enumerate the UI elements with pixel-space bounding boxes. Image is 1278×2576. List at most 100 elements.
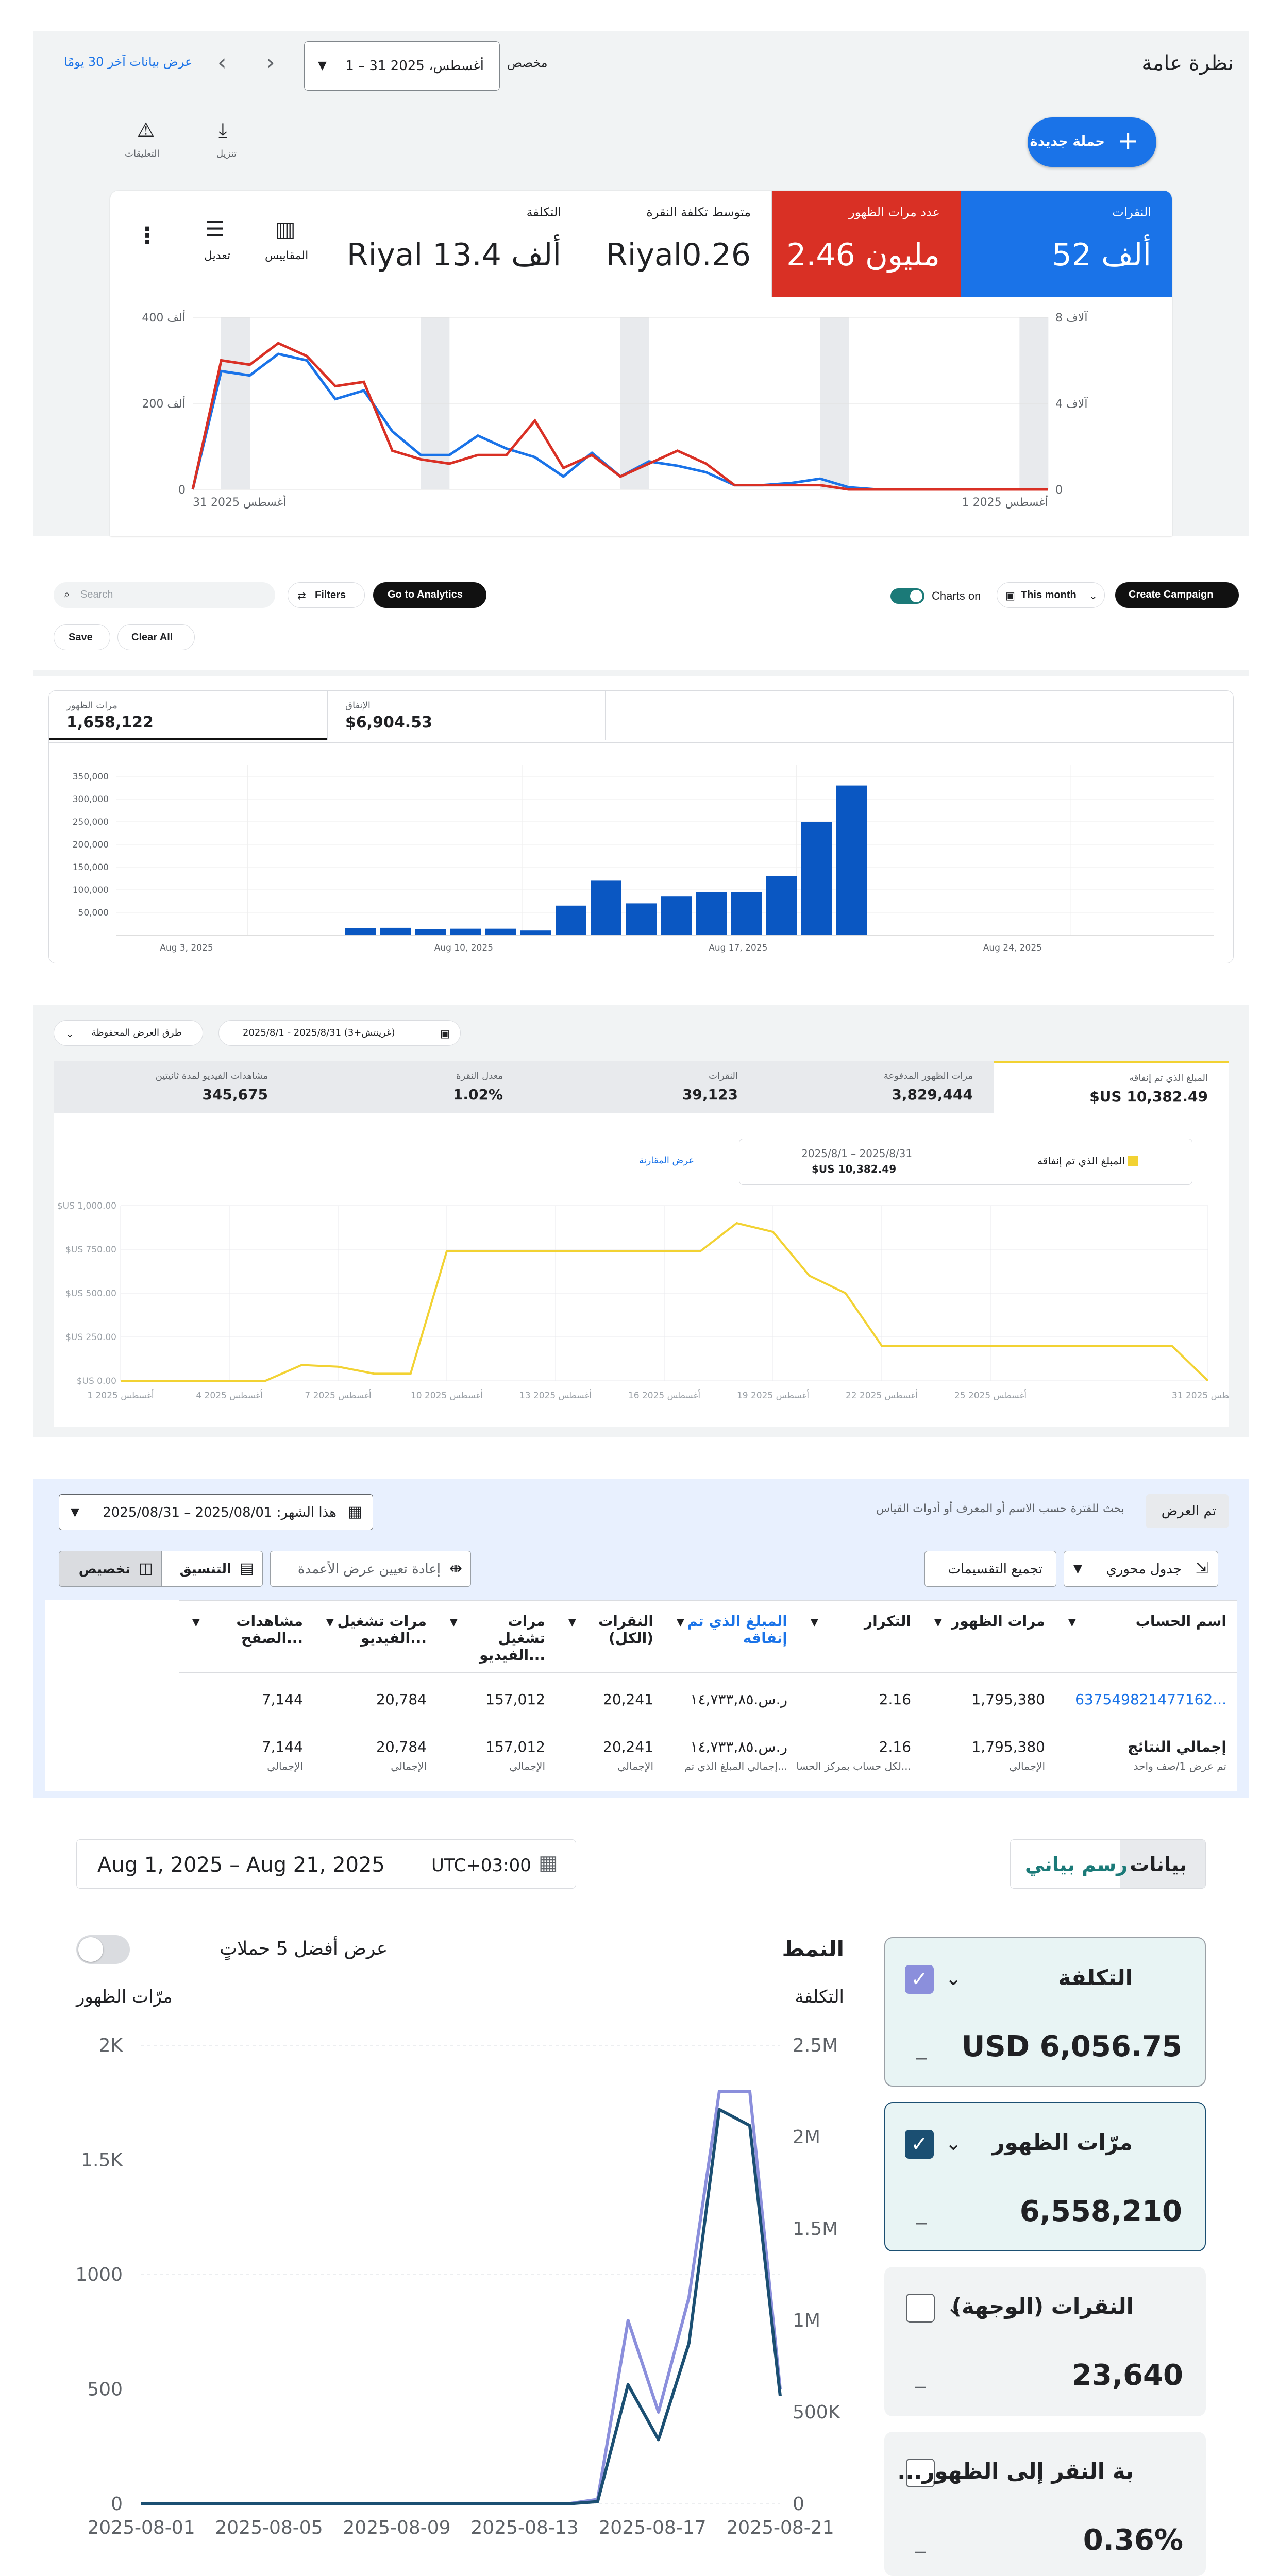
calendar-icon: ▣: [1005, 590, 1015, 602]
table-cell: 637549821477162...: [1075, 1691, 1226, 1708]
date-range-select[interactable]: 1 – 31 أغسطس، 2025 ▼: [304, 41, 500, 91]
view-30-days-link[interactable]: عرض بيانات آخر 30 يومًا: [64, 55, 193, 69]
totals-cell: ر.س.١٤,٧٣٣,٨٥: [690, 1738, 787, 1755]
group-breakdowns-button[interactable]: تجميع التقسيمات: [924, 1551, 1056, 1587]
column-menu-icon[interactable]: ▼: [1068, 1616, 1076, 1628]
kpi-impressions[interactable]: عدد مرات الظهور 2.46 مليون: [772, 191, 961, 297]
timezone-label: UTC+03:00: [431, 1855, 531, 1876]
column-header: مرات تشغيل الفيديو...: [337, 1613, 427, 1647]
view-tabs: بيانات رسم بياني: [1010, 1839, 1206, 1889]
y-tick: $US 0.00: [77, 1376, 116, 1386]
metric-video-views[interactable]: مشاهدات الفيديو لمدة ثانيتين 345,675: [54, 1061, 289, 1113]
date-range-field[interactable]: Aug 1, 2025 – Aug 21, 2025 UTC+03:00 ▦: [76, 1839, 576, 1889]
bar: [345, 928, 376, 935]
chevron-down-icon: ⌄: [946, 2296, 963, 2318]
save-button[interactable]: Save: [54, 624, 110, 650]
column-menu-icon[interactable]: ▼: [676, 1616, 684, 1628]
charts-toggle[interactable]: [890, 588, 924, 604]
axis-left-title: مرّات الظهور: [76, 1987, 173, 2007]
metrics-button[interactable]: ▥ المقاييس: [260, 216, 316, 273]
kpi-avg-cpc[interactable]: متوسط تكلفة النقرة Riyal0.26: [582, 191, 772, 297]
metric-spend[interactable]: المبلغ الذي تم إنفاقه $US 10,382.49: [994, 1061, 1229, 1113]
customize-icon: ◫: [138, 1560, 153, 1578]
column-menu-icon[interactable]: ▼: [810, 1616, 818, 1628]
top5-toggle[interactable]: [76, 1935, 130, 1964]
bar: [415, 929, 446, 935]
x-tick: 2025-08-01: [87, 2517, 195, 2538]
metric-ctr[interactable]: معدل النقرة 1.02%: [289, 1061, 524, 1113]
this-month-label: This month: [1021, 589, 1077, 601]
column-header: النقرات (الكل): [598, 1613, 653, 1647]
x-tick: 16 أغسطس 2025: [628, 1389, 700, 1401]
y-tick-right: 0: [793, 2494, 804, 2515]
more-options-icon[interactable]: ⋮: [136, 223, 159, 249]
metric-card-clicks[interactable]: ⌄ النقرات (الوجهة) 23,640 _: [884, 2267, 1206, 2416]
column-menu-icon[interactable]: ▼: [568, 1616, 576, 1628]
adjust-button[interactable]: ☰ تعديل: [193, 216, 244, 273]
y-tick-left: 1000: [75, 2264, 123, 2285]
x-tick: 1 أغسطس 2025: [87, 1389, 154, 1401]
compare-link[interactable]: عرض المقارنة: [639, 1155, 694, 1166]
checkbox-checked-icon[interactable]: ✓: [905, 1965, 934, 1994]
tab-impressions[interactable]: مرات الظهور 1,658,122: [49, 691, 327, 740]
reset-label: إعادة تعيين عرض الأعمدة: [297, 1562, 441, 1577]
tab-spend[interactable]: الإنفاق $6,904.53: [327, 691, 606, 740]
column-menu-icon[interactable]: ▼: [326, 1616, 334, 1628]
checkbox-icon[interactable]: [906, 2294, 935, 2323]
adjust-label: تعديل: [204, 249, 231, 262]
impressions-bar-chart: 350,000 300,000 250,000 200,000 150,000 100,0…: [73, 765, 1214, 953]
page-title: نظرة عامة: [1141, 52, 1234, 75]
search-input[interactable]: ⌕ Search: [54, 582, 275, 608]
filters-button[interactable]: ⇄ Filters: [288, 582, 365, 608]
chart-add-icon: ▥: [275, 216, 296, 242]
column-menu-icon[interactable]: ▼: [192, 1616, 200, 1628]
format-button[interactable]: ▤ التنسيق: [162, 1551, 263, 1587]
kpi-clicks[interactable]: النقرات 52 ألف: [961, 191, 1172, 297]
table-type-select[interactable]: ⇲ جدول محوري ▼: [1064, 1551, 1218, 1587]
go-to-analytics-button[interactable]: Go to Analytics: [373, 582, 486, 608]
metric-card-cost[interactable]: ✓ ⌄ التكلفة USD 6,056.75 _: [884, 1937, 1206, 2087]
series-line-1: [191, 342, 1048, 491]
metric-value: 0.36%: [1083, 2523, 1183, 2557]
totals-cell: 20,784: [376, 1738, 427, 1755]
checkbox-icon[interactable]: [906, 2459, 935, 2487]
view-button[interactable]: تم العرض: [1146, 1494, 1229, 1528]
saved-views-button[interactable]: طرق العرض المحفوظة ⌄: [54, 1020, 203, 1046]
date-range-button[interactable]: 2025/8/1 - 2025/8/31 (غرينتش+3) ▣: [218, 1020, 461, 1046]
tab-chart[interactable]: رسم بياني: [1011, 1840, 1128, 1888]
next-period-icon[interactable]: ›: [266, 49, 275, 76]
reset-columns-button[interactable]: ⇼ إعادة تعيين عرض الأعمدة: [270, 1551, 471, 1587]
metric-paid-impressions[interactable]: مرات الظهور المدفوعة 3,829,444: [759, 1061, 994, 1113]
prev-period-icon[interactable]: ‹: [217, 49, 227, 76]
tab-data-label: بيانات: [1130, 1853, 1187, 1876]
kpi-label: متوسط تكلفة النقرة: [646, 205, 751, 219]
metric-label: مرات الظهور المدفوعة: [883, 1071, 973, 1081]
column-menu-icon[interactable]: ▼: [449, 1616, 458, 1628]
pivot-icon: ⇲: [1195, 1560, 1208, 1578]
totals-cell: 20,241: [603, 1738, 653, 1755]
toggle-knob: [910, 590, 922, 602]
column-menu-icon[interactable]: ▼: [934, 1616, 942, 1628]
spend-line: [121, 1222, 1209, 1382]
new-campaign-button[interactable]: + حملة جديدة: [1028, 117, 1156, 167]
metric-clicks[interactable]: النقرات 39,123: [524, 1061, 759, 1113]
checkbox-checked-icon[interactable]: ✓: [905, 2130, 934, 2159]
kpi-cost[interactable]: التكلفة Riyal 13.4 ألف: [337, 191, 582, 297]
new-campaign-label: حملة جديدة: [1030, 134, 1105, 149]
date-range-value: 1 – 31 أغسطس، 2025: [345, 58, 484, 74]
clear-all-button[interactable]: Clear All: [117, 624, 195, 650]
y-tick: 250,000: [73, 817, 109, 827]
customize-button[interactable]: ◫ تخصيص: [59, 1551, 162, 1587]
campaigns-panel: ⌕ Search ⇄ Filters Go to Analytics Chart…: [33, 567, 1249, 974]
x-tick: Aug 17, 2025: [709, 943, 767, 953]
metric-label: مشاهدات الفيديو لمدة ثانيتين: [155, 1071, 268, 1081]
bar: [661, 896, 692, 935]
date-range-select[interactable]: ▦ هذا الشهر: 2025/08/01 – 2025/08/31 ▼: [59, 1494, 373, 1530]
create-campaign-button[interactable]: Create Campaign: [1115, 582, 1239, 608]
metric-card-impressions[interactable]: ✓ ⌄ مرّات الظهور 6,558,210 _: [884, 2102, 1206, 2251]
metric-card-ctr[interactable]: ⌄ ...بة النقر إلى الظهور 0.36% _: [884, 2432, 1206, 2576]
comments-button[interactable]: ⚠ التعليقات: [121, 118, 172, 170]
this-month-select[interactable]: ▣ This month ⌄: [997, 582, 1105, 608]
download-button[interactable]: ⤓ تنزيل: [205, 118, 257, 170]
tab-data[interactable]: بيانات: [1119, 1840, 1205, 1888]
